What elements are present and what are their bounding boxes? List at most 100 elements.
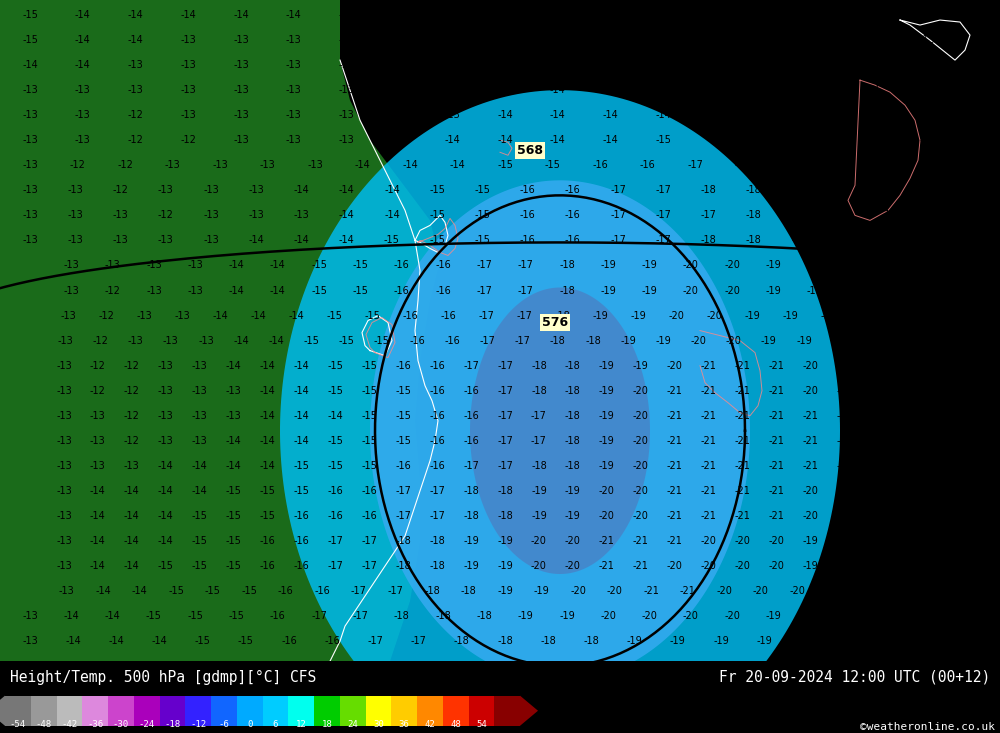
Text: -15: -15	[395, 386, 411, 396]
Text: 576: 576	[542, 316, 568, 329]
Text: -20: -20	[836, 486, 852, 496]
Text: -17: -17	[463, 361, 479, 371]
Text: -13: -13	[22, 636, 38, 646]
Text: -13: -13	[113, 210, 128, 221]
Text: -14: -14	[75, 10, 91, 20]
Text: -14: -14	[867, 10, 882, 20]
Text: -21: -21	[768, 511, 784, 521]
Text: -17: -17	[531, 410, 547, 421]
Text: -20: -20	[683, 260, 699, 270]
Text: -20: -20	[668, 311, 684, 320]
Text: -15: -15	[226, 486, 242, 496]
Text: -16: -16	[972, 260, 988, 270]
Text: -19: -19	[630, 311, 646, 320]
Text: -14: -14	[226, 361, 241, 371]
Text: -15: -15	[327, 461, 343, 471]
Text: -13: -13	[550, 60, 566, 70]
Text: -12: -12	[92, 336, 108, 345]
Text: -14: -14	[655, 85, 671, 95]
Bar	[82, 696, 108, 726]
Polygon shape	[0, 0, 440, 661]
Text: -14: -14	[708, 85, 724, 95]
Text: -16: -16	[882, 235, 897, 246]
Text: -17: -17	[927, 185, 943, 195]
Text: -14: -14	[233, 10, 249, 20]
Text: -15: -15	[364, 311, 380, 320]
Text: -21: -21	[701, 410, 717, 421]
Text: -20: -20	[836, 361, 852, 371]
Text: -13: -13	[128, 336, 143, 345]
Bar	[237, 696, 262, 726]
Text: -15: -15	[311, 260, 327, 270]
Text: -16: -16	[463, 386, 479, 396]
Text: -14: -14	[655, 60, 671, 70]
Text: -15: -15	[192, 536, 208, 546]
Polygon shape	[470, 287, 650, 574]
Text: -13: -13	[339, 136, 355, 145]
Bar	[366, 696, 391, 726]
Text: -15: -15	[708, 136, 724, 145]
Text: -16: -16	[565, 235, 581, 246]
Text: -13: -13	[158, 185, 174, 195]
Text: -16: -16	[592, 161, 608, 170]
Text: -19: -19	[744, 311, 760, 320]
Text: -14: -14	[226, 436, 241, 446]
Text: -13: -13	[203, 235, 219, 246]
Text: -17: -17	[836, 185, 852, 195]
Text: -14: -14	[286, 10, 302, 20]
Text: -14: -14	[402, 161, 418, 170]
Text: -12: -12	[70, 161, 85, 170]
Text: -21: -21	[802, 410, 818, 421]
Text: 568: 568	[517, 144, 543, 157]
Text: -16: -16	[394, 286, 410, 295]
Text: -19: -19	[627, 636, 642, 646]
Text: -13: -13	[56, 410, 72, 421]
Text: -13: -13	[163, 336, 179, 345]
Text: -13: -13	[286, 60, 302, 70]
Text: -16: -16	[324, 636, 340, 646]
Text: -18: -18	[904, 461, 920, 471]
Text: -15: -15	[22, 10, 38, 20]
Text: -20: -20	[531, 561, 547, 571]
Text: -19: -19	[826, 586, 842, 596]
Text: -14: -14	[339, 10, 355, 20]
Text: -15: -15	[474, 235, 490, 246]
Text: -17: -17	[655, 235, 671, 246]
Text: -20: -20	[802, 511, 818, 521]
Text: -14: -14	[63, 611, 79, 621]
Text: -18: -18	[938, 511, 954, 521]
Text: -19: -19	[642, 286, 657, 295]
Text: -14: -14	[339, 185, 355, 195]
Text: -20: -20	[768, 536, 784, 546]
Text: -17: -17	[361, 561, 377, 571]
Text: -14: -14	[603, 136, 618, 145]
Text: -14: -14	[497, 110, 513, 120]
Text: -13: -13	[248, 185, 264, 195]
Text: -16: -16	[440, 311, 456, 320]
Text: -18: -18	[565, 410, 581, 421]
Text: -19: -19	[642, 260, 657, 270]
Text: 42: 42	[425, 720, 435, 729]
Text: -17: -17	[929, 636, 945, 646]
Text: -18: -18	[904, 361, 920, 371]
Text: -18: -18	[701, 235, 716, 246]
Text: -14: -14	[260, 361, 275, 371]
Text: -19: -19	[559, 611, 575, 621]
Text: -18: -18	[938, 386, 954, 396]
Text: -19: -19	[599, 361, 615, 371]
Text: -17: -17	[938, 486, 954, 496]
Text: -15: -15	[474, 210, 490, 221]
Text: -19: -19	[863, 586, 878, 596]
Text: -13: -13	[180, 60, 196, 70]
Text: -13: -13	[603, 35, 618, 45]
Text: -17: -17	[531, 436, 547, 446]
Text: -14: -14	[708, 35, 724, 45]
Text: -18: -18	[904, 561, 920, 571]
Text: -15: -15	[327, 436, 343, 446]
Text: -21: -21	[667, 486, 683, 496]
Text: -13: -13	[550, 10, 566, 20]
Text: -14: -14	[212, 311, 228, 320]
Text: -14: -14	[384, 210, 400, 221]
Text: -17: -17	[972, 461, 988, 471]
Text: -13: -13	[56, 461, 72, 471]
